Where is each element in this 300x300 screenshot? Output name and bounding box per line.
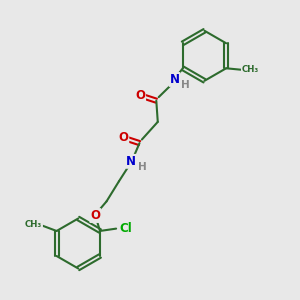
Text: N: N [126, 155, 136, 168]
Text: H: H [138, 162, 147, 172]
Text: H: H [182, 80, 190, 90]
Text: Cl: Cl [119, 221, 132, 235]
Text: CH₃: CH₃ [242, 65, 259, 74]
Text: O: O [90, 209, 100, 222]
Text: CH₃: CH₃ [25, 220, 42, 229]
Text: N: N [169, 73, 180, 86]
Text: O: O [118, 131, 128, 144]
Text: O: O [135, 89, 145, 102]
